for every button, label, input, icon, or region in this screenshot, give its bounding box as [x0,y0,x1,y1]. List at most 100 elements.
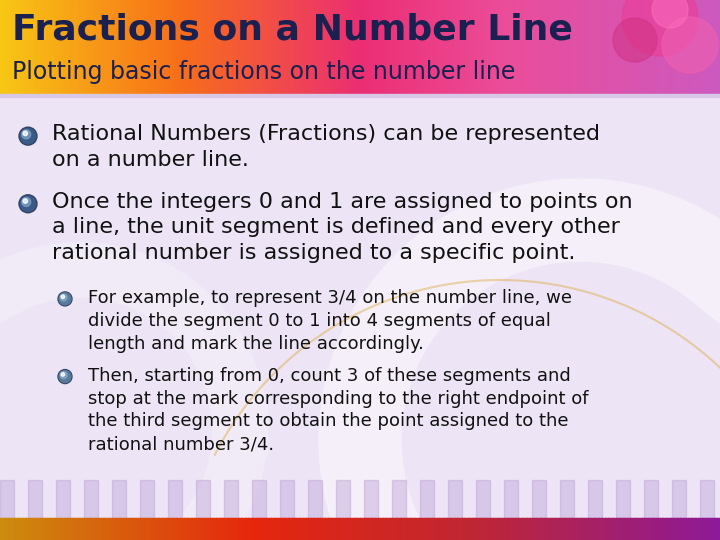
Bar [216,518,220,540]
Bar [565,518,570,540]
Bar [461,0,464,94]
Bar [284,518,289,540]
Bar [493,518,498,540]
Bar [346,0,349,94]
Bar [156,0,159,94]
Bar [187,0,191,94]
Bar [562,0,565,94]
Text: Once the integers 0 and 1 are assigned to points on
a line, the unit segment is : Once the integers 0 and 1 are assigned t… [52,192,633,263]
Bar [389,0,392,94]
Bar [161,0,164,94]
Bar [144,0,148,94]
Bar [257,0,260,94]
Bar [374,0,378,94]
Bar [382,518,386,540]
Bar [529,518,534,540]
Bar [29,518,33,540]
Bar [477,0,481,94]
Bar [593,0,596,94]
Bar [140,480,154,530]
Bar [665,0,668,94]
Bar [430,0,433,94]
Bar [168,0,171,94]
Circle shape [20,196,36,211]
Bar [47,518,51,540]
Bar [348,0,351,94]
Bar [655,0,659,94]
Bar [0,94,720,540]
Bar [672,0,675,94]
Bar [261,0,265,94]
Bar [374,518,379,540]
Bar [299,518,303,540]
Bar [270,518,274,540]
Bar [302,0,306,94]
Bar [629,0,632,94]
Bar [608,518,613,540]
Bar [171,0,174,94]
Bar [0,518,4,540]
Bar [695,518,699,540]
Bar [241,518,246,540]
Bar [77,0,80,94]
Bar [288,518,292,540]
Bar [434,0,438,94]
Bar [122,518,127,540]
Bar [218,0,222,94]
Bar [475,0,479,94]
Bar [626,518,631,540]
Bar [115,0,119,94]
Circle shape [58,292,72,306]
Bar [252,0,256,94]
Circle shape [23,199,27,203]
Bar [605,518,609,540]
Bar [96,0,99,94]
Bar [463,0,467,94]
Bar [619,518,624,540]
Bar [621,0,625,94]
Bar [280,480,294,530]
Bar [194,518,199,540]
Bar [212,518,217,540]
Bar [437,0,440,94]
Bar [198,518,202,540]
Bar [140,518,145,540]
Bar [542,0,546,94]
Bar [585,0,589,94]
Bar [108,518,112,540]
Bar [526,518,530,540]
Bar [456,0,459,94]
Bar [653,0,656,94]
Bar [504,480,518,530]
Bar [545,0,548,94]
Bar [61,518,66,540]
Bar [178,0,181,94]
Bar [630,518,634,540]
Bar [112,518,116,540]
Bar [223,0,227,94]
Bar [631,0,634,94]
Bar [25,518,30,540]
Bar [295,0,299,94]
Bar [443,518,447,540]
Bar [14,0,18,94]
Bar [441,0,445,94]
Bar [173,0,176,94]
Bar [601,518,606,540]
Bar [266,0,270,94]
Bar [50,0,54,94]
Bar [238,518,242,540]
Bar [598,518,602,540]
Bar [341,0,344,94]
Bar [4,518,8,540]
Bar [485,0,488,94]
Bar [86,0,90,94]
Bar [472,518,476,540]
Bar [367,0,371,94]
Bar [378,518,382,540]
Bar [264,0,267,94]
Bar [12,0,15,94]
Bar [279,0,282,94]
Bar [535,0,539,94]
Bar [38,0,42,94]
